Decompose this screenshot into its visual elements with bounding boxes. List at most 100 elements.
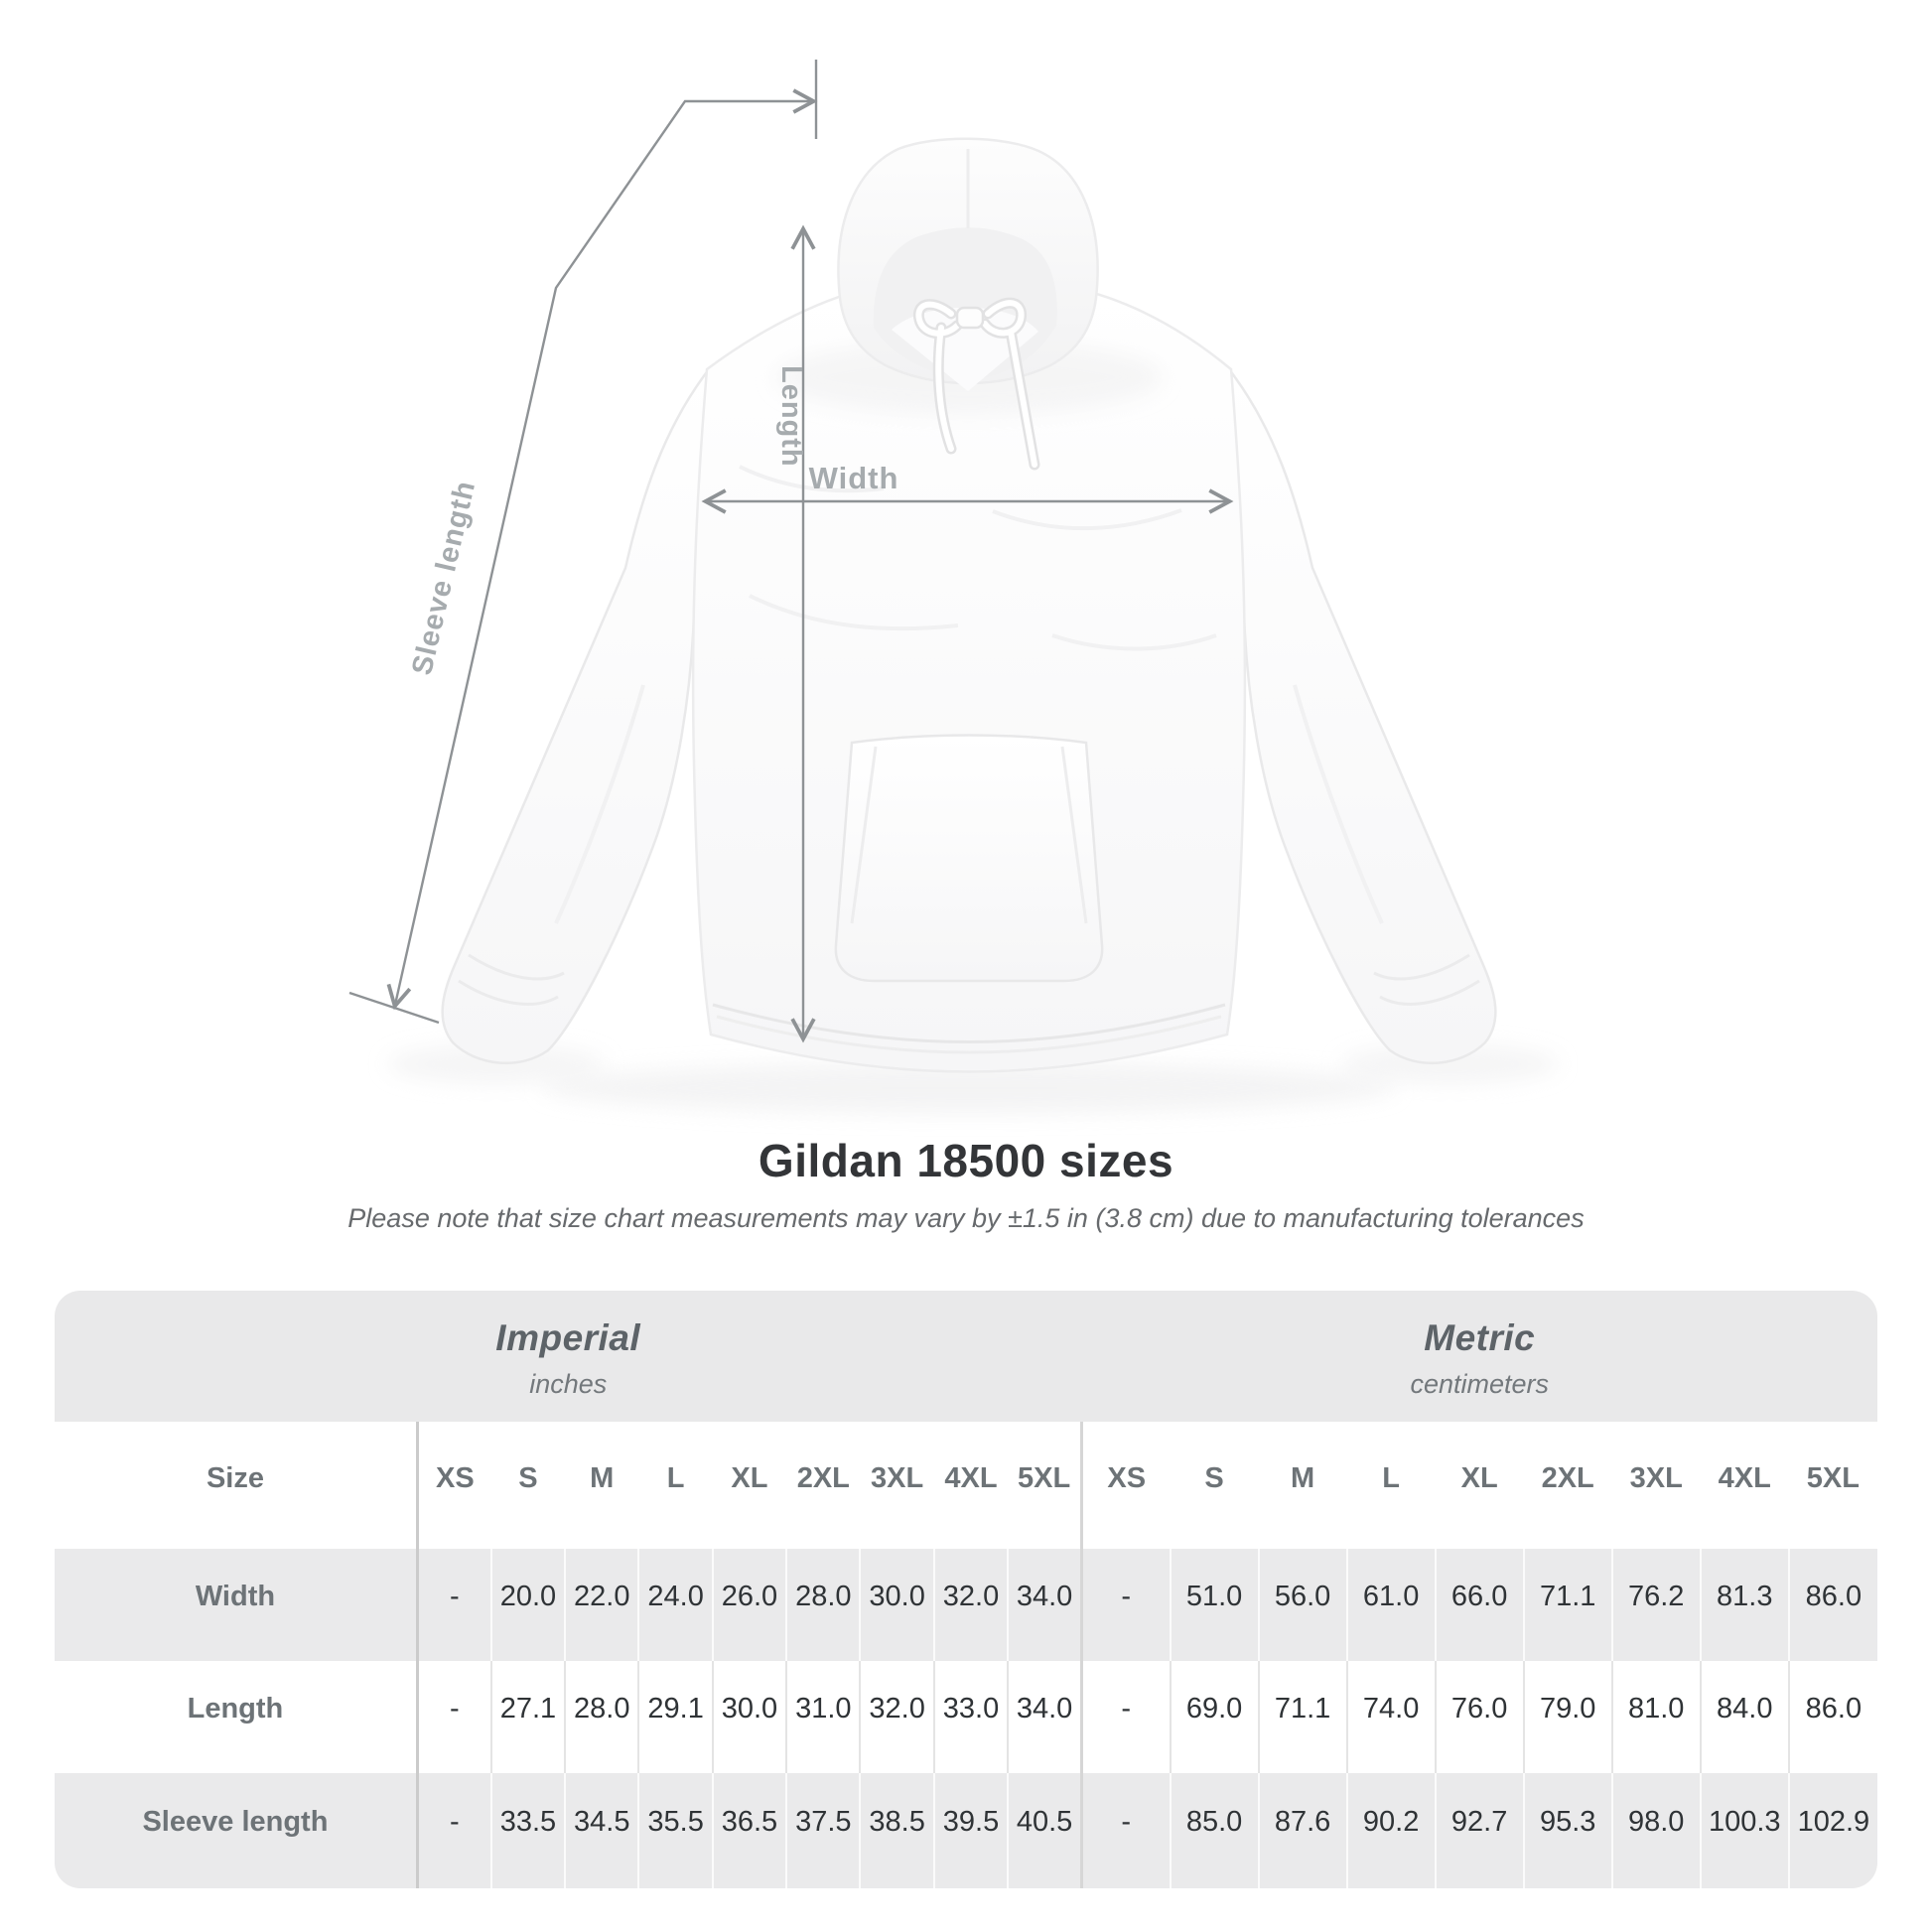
unit-group-header-row: Imperial inches Metric centimeters — [55, 1291, 1877, 1422]
sleeve-length-value-metric-3XL: 98.0 — [1610, 1773, 1701, 1888]
size-table: Imperial inches Metric centimeters Size … — [55, 1291, 1877, 1888]
length-row-label: Length — [187, 1692, 284, 1725]
width-value-imperial-XS: - — [415, 1549, 491, 1661]
size-header-metric-XL: XL — [1460, 1462, 1498, 1494]
sleeve-length-value-metric-L: 90.2 — [1345, 1773, 1436, 1888]
size-header-metric-2XL: 2XL — [1541, 1462, 1594, 1494]
width-value-imperial-S: 20.0 — [489, 1549, 566, 1661]
size-header-metric-3XL: 3XL — [1629, 1462, 1683, 1494]
length-value-metric-M: 71.1 — [1257, 1661, 1347, 1773]
width-value-metric-S: 51.0 — [1169, 1549, 1259, 1661]
length-value-metric-4XL: 84.0 — [1699, 1661, 1789, 1773]
width-value-metric-3XL: 76.2 — [1610, 1549, 1701, 1661]
hoodie-diagram-svg: Width Length Sleeve length — [348, 60, 1559, 1114]
width-value-metric-XS: - — [1079, 1549, 1171, 1661]
sleeve-length-value-metric-5XL: 102.9 — [1787, 1773, 1877, 1888]
length-value-metric-S: 69.0 — [1169, 1661, 1259, 1773]
drawstring-knot — [955, 306, 985, 330]
sleeve-length-value-metric-M: 87.6 — [1257, 1773, 1347, 1888]
length-value-metric-5XL: 86.0 — [1787, 1661, 1877, 1773]
size-header-imperial-4XL: 4XL — [944, 1462, 998, 1494]
size-header-metric-4XL: 4XL — [1718, 1462, 1771, 1494]
size-header-imperial-L: L — [666, 1462, 685, 1494]
length-value-metric-XL: 76.0 — [1434, 1661, 1524, 1773]
pocket-opening-seams — [850, 746, 1088, 924]
width-value-metric-M: 56.0 — [1257, 1549, 1347, 1661]
width-value-imperial-XL: 26.0 — [711, 1549, 787, 1661]
hoodie-shadow-left-cuff — [387, 1044, 606, 1084]
size-header-metric-5XL: 5XL — [1806, 1462, 1860, 1494]
length-value-metric-3XL: 81.0 — [1610, 1661, 1701, 1773]
length-value-imperial-2XL: 31.0 — [785, 1661, 861, 1773]
sleeve-length-value-imperial-M: 34.5 — [564, 1773, 639, 1888]
hem-band — [712, 1003, 1226, 1054]
width-value-imperial-M: 22.0 — [564, 1549, 639, 1661]
metric-label: Metric — [1424, 1317, 1536, 1358]
sleeve-length-value-metric-XS: - — [1079, 1773, 1171, 1888]
width-value-metric-2XL: 71.1 — [1522, 1549, 1612, 1661]
length-value-metric-L: 74.0 — [1345, 1661, 1436, 1773]
size-header-imperial-2XL: 2XL — [796, 1462, 850, 1494]
width-value-metric-L: 61.0 — [1345, 1549, 1436, 1661]
length-value-imperial-5XL: 34.0 — [1007, 1661, 1082, 1773]
width-value-imperial-3XL: 30.0 — [859, 1549, 934, 1661]
width-value-metric-XL: 66.0 — [1434, 1549, 1524, 1661]
sleeve-length-value-imperial-S: 33.5 — [489, 1773, 566, 1888]
imperial-group-header: Imperial inches — [55, 1291, 1082, 1422]
sleeve-length-value-imperial-XL: 36.5 — [711, 1773, 787, 1888]
size-header-metric-XS: XS — [1079, 1422, 1171, 1549]
width-value-metric-5XL: 86.0 — [1787, 1549, 1877, 1661]
sleeve-length-value-metric-XL: 92.7 — [1434, 1773, 1524, 1888]
width-row: Width -20.0 22.0 24.0 26.0 28.0 30.0 32.0 34.0-… — [55, 1549, 1877, 1661]
sleeve-length-value-imperial-4XL: 39.5 — [932, 1773, 1009, 1888]
size-header-imperial-5XL: 5XL — [1017, 1462, 1071, 1494]
sleeve-bottom-tick — [348, 991, 440, 1025]
metric-group-header: Metric centimeters — [1082, 1291, 1878, 1422]
size-header-metric-M: M — [1290, 1462, 1315, 1494]
tolerance-note: Please note that size chart measurements… — [347, 1203, 1585, 1233]
page-title: Gildan 18500 sizes — [758, 1135, 1174, 1186]
width-label: Width — [809, 461, 899, 495]
sleeve-length-value-metric-4XL: 100.3 — [1699, 1773, 1789, 1888]
width-row-label: Width — [195, 1580, 276, 1612]
length-label: Length — [775, 365, 807, 468]
imperial-unit-label: inches — [529, 1369, 608, 1399]
size-column-header: Size — [206, 1462, 264, 1494]
metric-unit-label: centimeters — [1410, 1369, 1550, 1399]
imperial-label: Imperial — [495, 1317, 641, 1358]
sleeve-length-line — [386, 88, 818, 1011]
length-value-imperial-XS: - — [415, 1661, 491, 1773]
width-value-imperial-4XL: 32.0 — [932, 1549, 1009, 1661]
sleeve-length-row-label: Sleeve length — [142, 1806, 329, 1838]
sleeve-length-row: Sleeve length - 33.5 34.5 35.5 36.5 37.5 38.5 3… — [55, 1773, 1877, 1888]
drawstrings — [912, 297, 1040, 471]
sleeve-length-value-imperial-5XL: 40.5 — [1007, 1773, 1082, 1888]
left-sleeve — [441, 364, 711, 1065]
sleeve-length-value-imperial-3XL: 38.5 — [859, 1773, 934, 1888]
right-sleeve — [1227, 364, 1497, 1065]
sleeve-length-value-metric-2XL: 95.3 — [1522, 1773, 1612, 1888]
sleeve-length-label: Sleeve length — [406, 478, 482, 678]
size-header-metric-L: L — [1382, 1462, 1400, 1494]
size-header-row: Size XS S M L XL 2XL 3XL 4XL 5XL XS S M L XL 2XL 3XL 4XL… — [55, 1422, 1877, 1549]
kangaroo-pocket — [834, 734, 1104, 983]
size-header-metric-S: S — [1204, 1462, 1224, 1494]
length-row: Length -27.1 28.0 29.1 30.0 31.0 32.0 33.0 34.0… — [55, 1661, 1877, 1773]
length-value-imperial-S: 27.1 — [489, 1661, 566, 1773]
length-value-imperial-M: 28.0 — [564, 1661, 639, 1773]
size-header-imperial-S: S — [518, 1462, 538, 1494]
hoodie-measurement-diagram: Width Length Sleeve length — [348, 60, 1559, 1114]
length-value-imperial-L: 29.1 — [637, 1661, 713, 1773]
length-value-imperial-4XL: 33.0 — [932, 1661, 1009, 1773]
sleeve-length-value-metric-S: 85.0 — [1169, 1773, 1259, 1888]
sleeve-length-value-imperial-2XL: 37.5 — [785, 1773, 861, 1888]
size-header-imperial-XS: XS — [415, 1422, 491, 1549]
size-header-imperial-XL: XL — [731, 1462, 768, 1494]
hoodie-shadow — [542, 1062, 1396, 1114]
width-value-imperial-L: 24.0 — [637, 1549, 713, 1661]
size-header-imperial-M: M — [590, 1462, 615, 1494]
sleeve-length-value-imperial-L: 35.5 — [637, 1773, 713, 1888]
length-value-metric-2XL: 79.0 — [1522, 1661, 1612, 1773]
length-value-imperial-XL: 30.0 — [711, 1661, 787, 1773]
